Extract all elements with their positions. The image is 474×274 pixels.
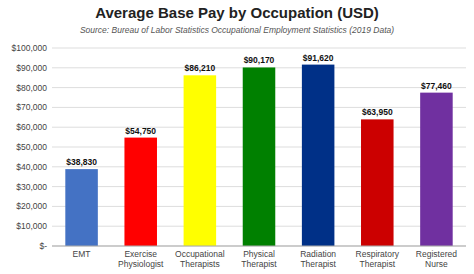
data-label: $63,950 (362, 107, 393, 117)
x-tick-label-line: Exercise (124, 249, 157, 259)
x-tick-label-line: Therapist (241, 259, 277, 269)
bar (420, 93, 453, 246)
y-tick-label: $60,000 (16, 122, 47, 132)
x-tick-label: RadiationTherapist (300, 249, 336, 269)
x-tick-label: OccupationalTherapists (175, 249, 225, 269)
x-tick-label-line: Therapists (180, 259, 220, 269)
x-tick-label: ExercisePhysiologist (118, 249, 164, 269)
y-tick-label: $20,000 (16, 201, 47, 211)
x-axis-line (52, 246, 466, 247)
subtitle: Source: Bureau of Labor Statistics Occup… (80, 25, 394, 35)
data-label: $77,460 (421, 81, 452, 91)
x-tick-label: RegisteredNurse (416, 249, 457, 269)
data-label: $91,620 (303, 53, 334, 63)
title: Average Base Pay by Occupation (USD) (95, 4, 379, 21)
data-labels: $38,830 $54,750 $86,210 $90,170 $91,620 $63,9… (66, 53, 452, 168)
x-tick-label: RespiratoryTherapist (356, 249, 400, 269)
x-tick-label-line: EMT (73, 249, 91, 259)
x-tick-label-line: Radiation (300, 249, 336, 259)
y-tick-label: $10,000 (16, 221, 47, 231)
y-tick-label: $30,000 (16, 182, 47, 192)
grid-line (52, 246, 466, 247)
x-tick-label-line: Occupational (175, 249, 225, 259)
bars (65, 65, 452, 246)
chart-svg: Average Base Pay by Occupation (USD) Sour… (0, 0, 474, 274)
y-tick-label: $90,000 (16, 63, 47, 73)
y-tick-label: $- (39, 241, 47, 251)
y-tick-label: $50,000 (16, 142, 47, 152)
x-tick-label-line: Physiologist (118, 259, 164, 269)
chart-container: Average Base Pay by Occupation (USD) Sour… (0, 0, 474, 274)
bar (302, 65, 335, 246)
x-tick-label: EMT (73, 249, 91, 259)
bar (361, 119, 394, 246)
bar (65, 169, 98, 246)
x-tick-label-line: Physical (243, 249, 275, 259)
data-label: $90,170 (244, 55, 275, 65)
y-tick-label: $100,000 (12, 43, 48, 53)
y-tick-label: $70,000 (16, 102, 47, 112)
data-label: $38,830 (66, 157, 97, 167)
data-label: $86,210 (184, 63, 215, 73)
bar (184, 75, 217, 246)
bar (243, 67, 276, 246)
x-tick-label-line: Therapist (360, 259, 396, 269)
y-tick-label: $80,000 (16, 83, 47, 93)
grid-line (52, 48, 466, 49)
x-tick-label-line: Nurse (425, 259, 448, 269)
x-tick-label-line: Respiratory (356, 249, 400, 259)
x-tick-labels: EMTExercisePhysiologistOccupationalThera… (73, 249, 458, 269)
x-tick-label-line: Therapist (300, 259, 336, 269)
x-tick-label-line: Registered (416, 249, 457, 259)
y-grid (52, 48, 466, 246)
y-tick-label: $40,000 (16, 162, 47, 172)
data-label: $54,750 (125, 126, 156, 136)
x-tick-label: PhysicalTherapist (241, 249, 277, 269)
bar (124, 138, 157, 246)
